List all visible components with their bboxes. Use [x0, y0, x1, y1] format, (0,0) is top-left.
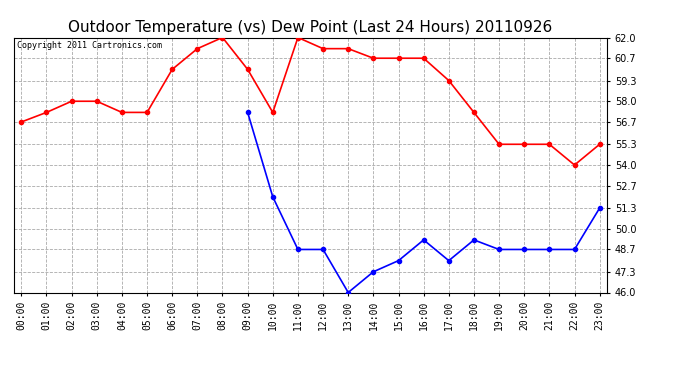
Text: Copyright 2011 Cartronics.com: Copyright 2011 Cartronics.com	[17, 41, 161, 50]
Title: Outdoor Temperature (vs) Dew Point (Last 24 Hours) 20110926: Outdoor Temperature (vs) Dew Point (Last…	[68, 20, 553, 35]
